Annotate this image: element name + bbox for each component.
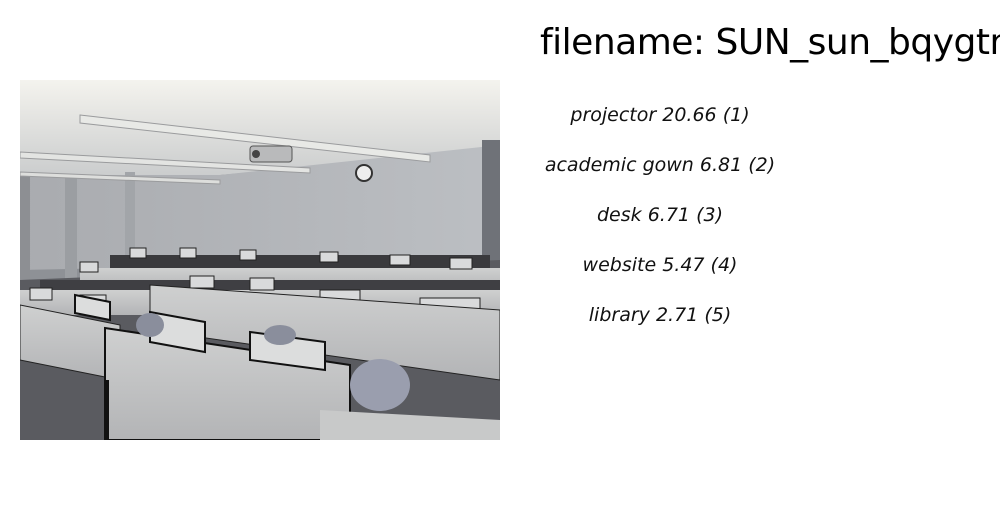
predictions-list: projector 20.66 (1) academic gown 6.81 (… <box>540 100 780 350</box>
prediction-item: library 2.71 (5) <box>540 300 780 350</box>
prediction-rank: (3) <box>696 204 723 226</box>
prediction-item: projector 20.66 (1) <box>540 100 780 150</box>
prediction-score: 20.66 <box>662 104 717 126</box>
prediction-score: 6.71 <box>647 204 691 226</box>
prediction-score: 5.47 <box>662 254 705 276</box>
prediction-item: desk 6.71 (3) <box>540 200 780 250</box>
prediction-rank: (4) <box>710 254 738 276</box>
prediction-score: 2.71 <box>655 304 699 326</box>
prediction-item: academic gown 6.81 (2) <box>540 150 780 200</box>
prediction-label: projector <box>570 104 657 126</box>
prediction-label: website <box>582 254 657 276</box>
filename-title: filename: SUN_sun_bqygtnvr <box>540 22 1000 63</box>
prediction-item: website 5.47 (4) <box>540 250 780 300</box>
prediction-label: academic gown <box>544 154 694 176</box>
prediction-rank: (1) <box>722 104 750 126</box>
prediction-rank: (2) <box>748 154 776 176</box>
prediction-label: desk <box>597 204 642 226</box>
prediction-label: library <box>588 304 650 326</box>
classroom-photo <box>20 80 500 440</box>
prediction-rank: (5) <box>704 304 732 326</box>
prediction-score: 6.81 <box>699 154 743 176</box>
